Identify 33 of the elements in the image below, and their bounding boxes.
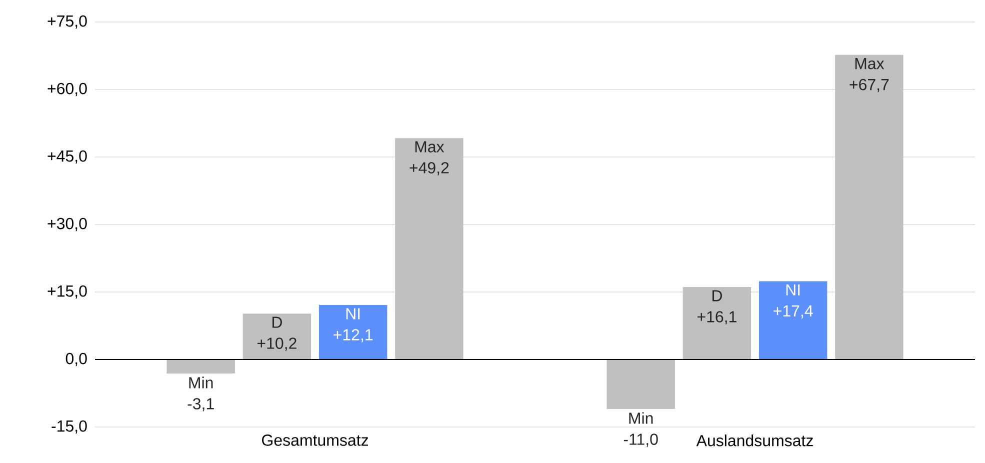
y-tick-label: +75,0 [48,15,87,29]
y-tick-label: +45,0 [48,150,87,164]
series-label: Max [415,141,444,152]
data-label: -11,0 [624,434,658,447]
bar [606,360,675,409]
bar [758,281,828,360]
data-label: +12,1 [334,329,373,342]
text: Min [629,412,653,424]
series-label: NI [786,284,800,296]
bar [242,314,312,360]
y-tick-label: +60,0 [48,82,87,96]
text: D [712,290,722,302]
data-label: +67,7 [850,78,889,92]
text: NI [346,308,360,320]
y-tick-label: +30,0 [48,218,87,232]
data-label: +49,2 [410,162,449,176]
bar [318,305,388,360]
y-tick-label: -15,0 [52,420,87,434]
text: Max [855,58,884,70]
bar [166,360,235,374]
data-label: +10,2 [257,338,296,351]
bar [682,287,752,360]
data-label: +16,1 [697,311,736,324]
x-tick-label: Auslandsumsatz [696,434,813,446]
x-tick-label: Gesamtumsatz [262,434,368,446]
series-label: D [272,316,282,328]
data-label: +17,4 [774,305,813,318]
y-tick-label: 0,0 [66,352,87,366]
bar [835,54,904,360]
bar [395,138,464,360]
data-label: -3,1 [188,398,214,412]
series-label: Min [189,376,213,388]
y-tick-label: +15,0 [48,285,87,299]
